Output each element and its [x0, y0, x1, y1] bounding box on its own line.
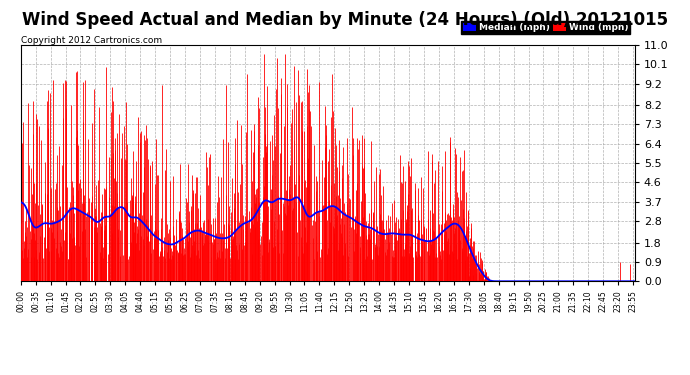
Legend: Median (mph), Wind (mph): Median (mph), Wind (mph) [461, 21, 630, 34]
Text: Copyright 2012 Cartronics.com: Copyright 2012 Cartronics.com [21, 36, 162, 45]
Text: Wind Speed Actual and Median by Minute (24 Hours) (Old) 20121015: Wind Speed Actual and Median by Minute (… [22, 11, 668, 29]
